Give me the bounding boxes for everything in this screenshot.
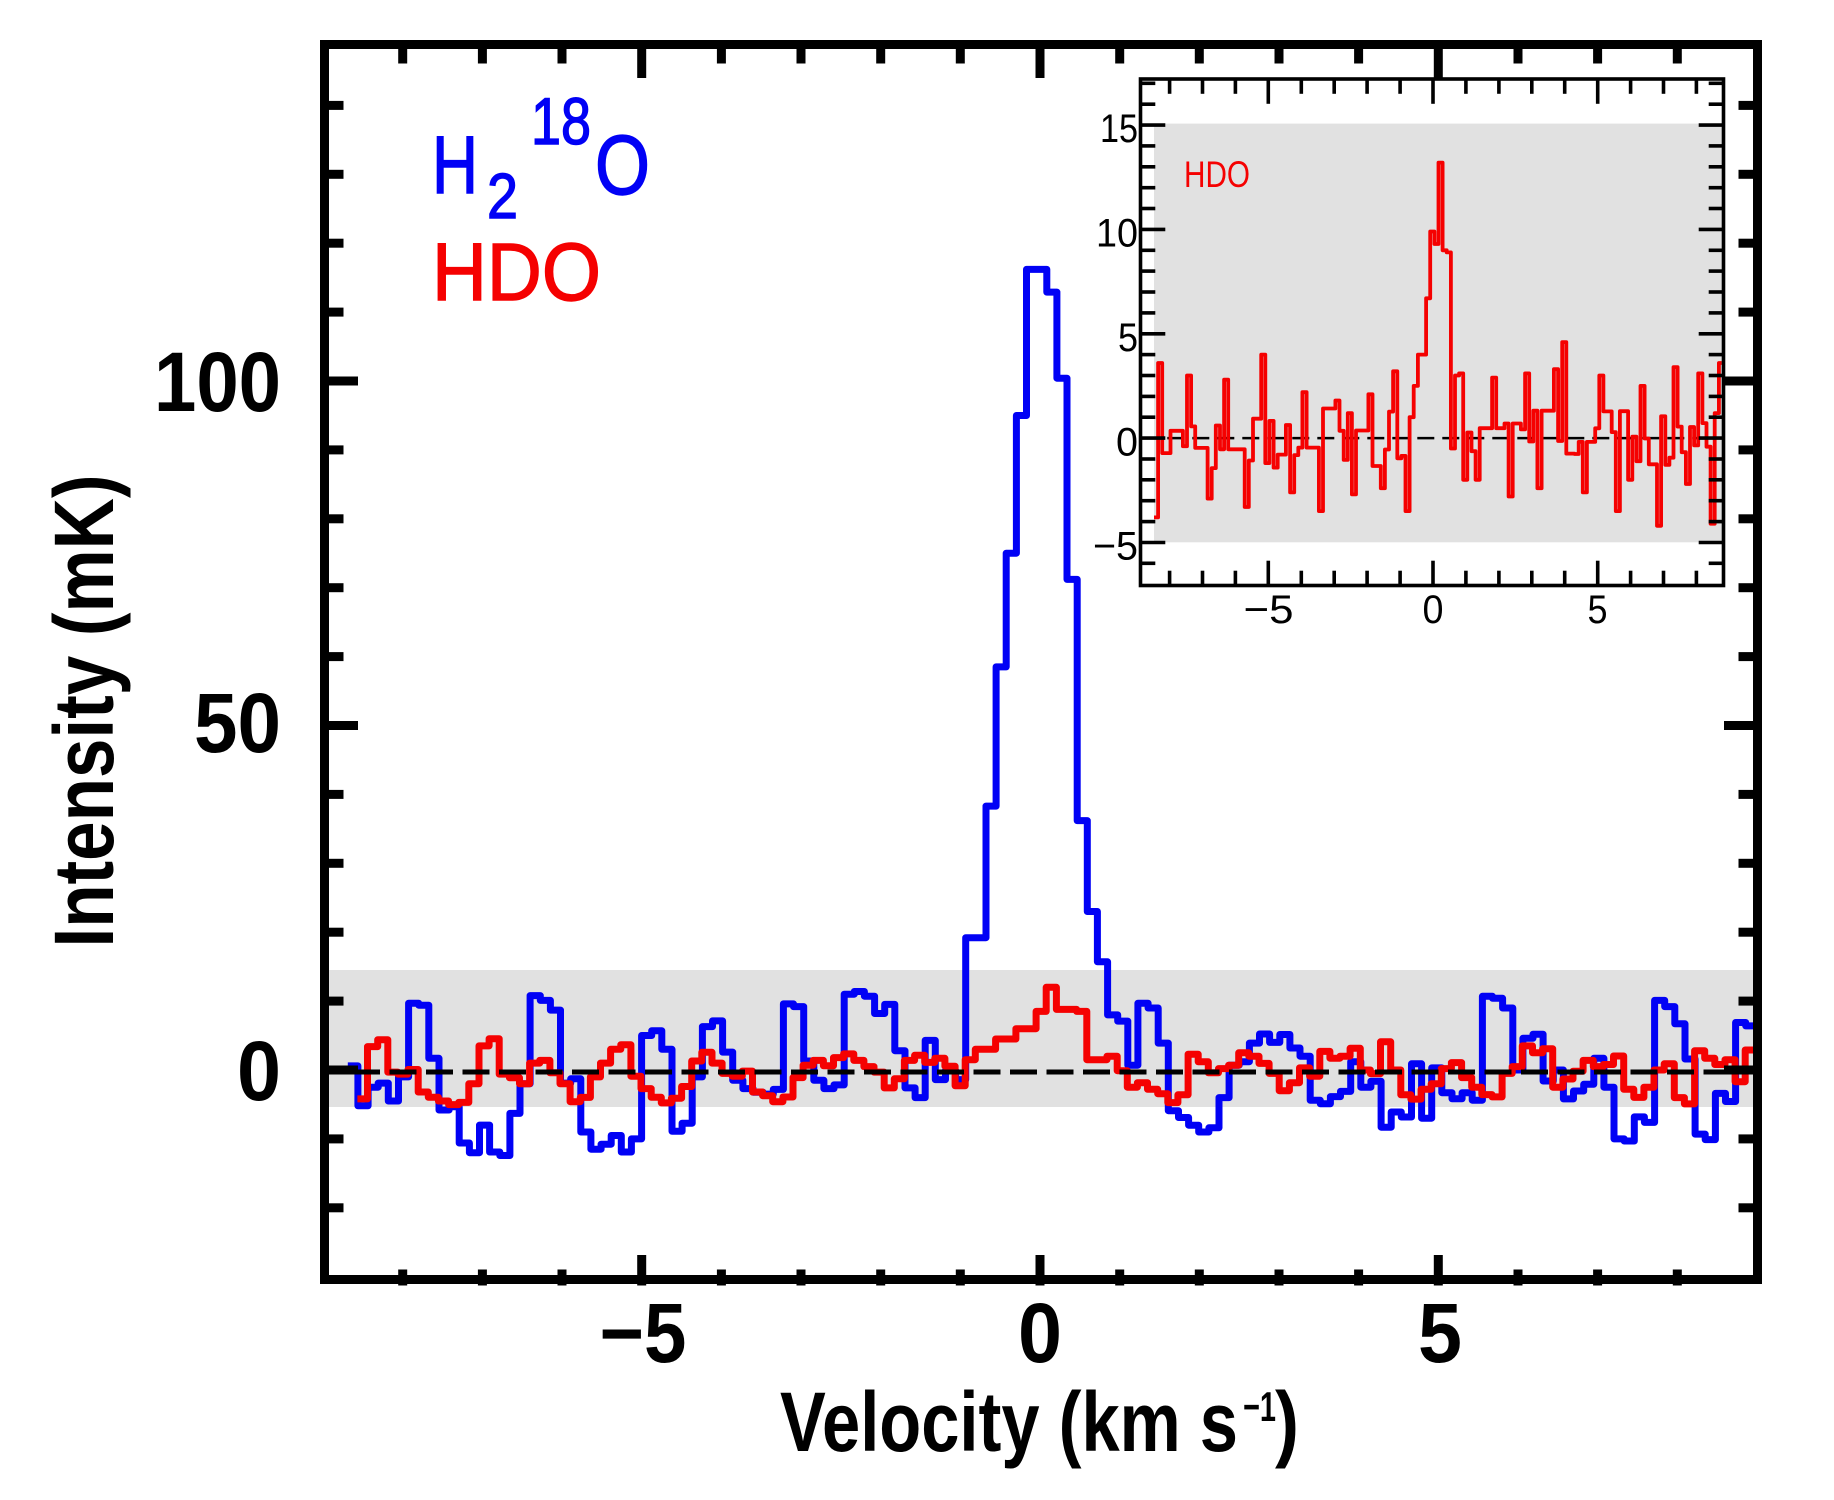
svg-text:0: 0	[1116, 421, 1138, 465]
svg-text:0: 0	[1423, 588, 1444, 632]
svg-text:): )	[1275, 1375, 1299, 1469]
svg-text:H: H	[432, 120, 478, 211]
svg-text:O: O	[595, 118, 650, 212]
svg-text:15: 15	[1100, 107, 1138, 151]
svg-text:−5: −5	[1244, 588, 1294, 632]
svg-text:100: 100	[154, 335, 281, 429]
svg-text:−5: −5	[600, 1286, 687, 1380]
svg-text:18: 18	[531, 84, 591, 158]
svg-text:Intensity (mK): Intensity (mK)	[37, 475, 131, 948]
svg-text:10: 10	[1096, 212, 1138, 256]
svg-text:5: 5	[1588, 588, 1608, 632]
svg-text:HDO: HDO	[432, 227, 601, 318]
svg-text:5: 5	[1118, 316, 1138, 360]
svg-text:0: 0	[237, 1024, 281, 1118]
svg-text:50: 50	[194, 676, 281, 770]
svg-text:−5: −5	[1093, 525, 1138, 569]
svg-text:0: 0	[1018, 1286, 1062, 1380]
svg-text:5: 5	[1418, 1286, 1462, 1380]
svg-text:−1: −1	[1243, 1383, 1276, 1430]
svg-text:2: 2	[487, 160, 518, 232]
svg-text:Velocity (km s: Velocity (km s	[780, 1375, 1238, 1469]
svg-text:HDO: HDO	[1184, 154, 1250, 195]
